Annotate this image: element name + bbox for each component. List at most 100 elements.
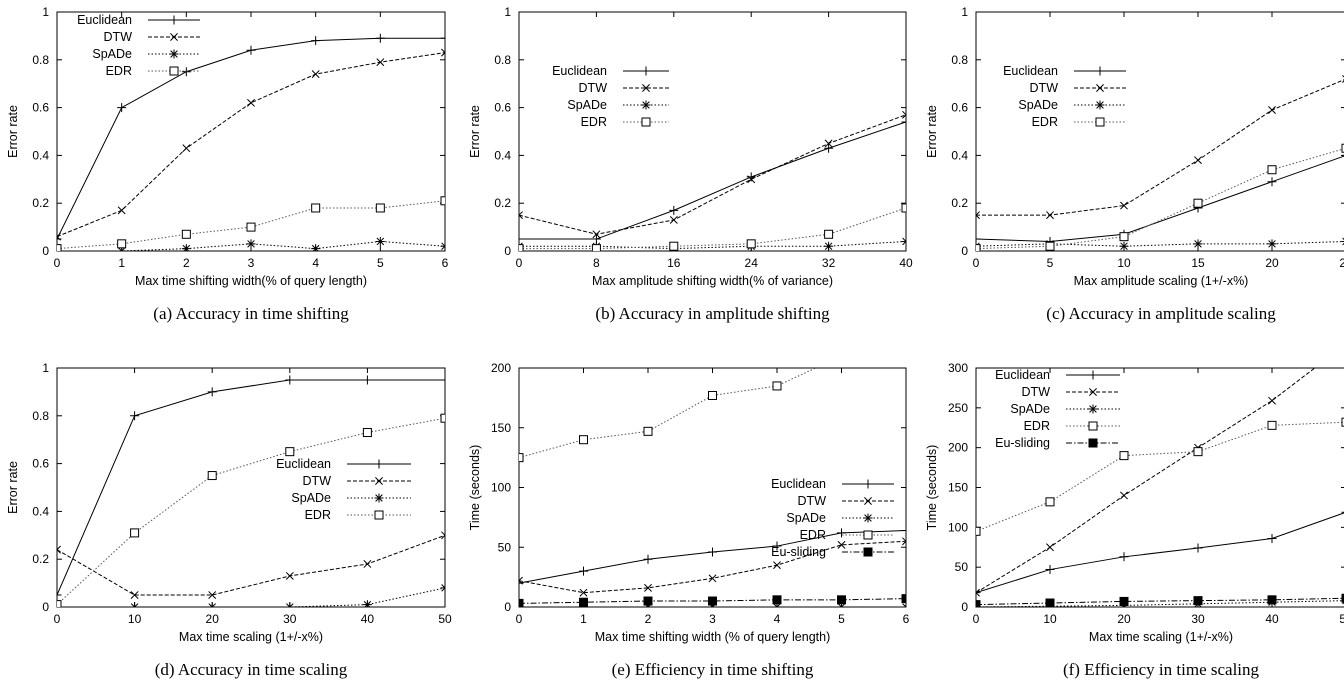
series-spade	[976, 237, 1344, 251]
series-line	[976, 421, 1344, 532]
y-axis-label: Error rate	[6, 105, 20, 158]
legend-entry-edr: EDR	[305, 508, 411, 522]
x-tick-label: 24	[745, 256, 759, 270]
y-tick-label: 50	[955, 560, 969, 574]
y-tick-label: 0.2	[32, 196, 49, 210]
data-point	[824, 143, 834, 153]
series-line	[519, 114, 906, 235]
data-point	[519, 576, 523, 585]
data-point	[708, 390, 717, 400]
data-point	[901, 594, 906, 604]
legend-entry-spade: SpADe	[1010, 402, 1120, 416]
series-edr	[976, 143, 1344, 251]
data-point	[57, 232, 61, 241]
x-tick-label: 10	[128, 612, 142, 626]
chart-caption: (e) Efficiency in time shifting	[612, 660, 814, 679]
x-tick-label: 3	[709, 612, 716, 626]
series-dtw	[57, 531, 445, 600]
data-point	[1267, 420, 1277, 430]
legend-label: EDR	[800, 528, 826, 542]
data-point	[1119, 232, 1129, 242]
data-point	[1120, 201, 1128, 210]
legend-entry-spade: SpADe	[1018, 98, 1126, 112]
chart-caption: (a) Accuracy in time shifting	[153, 304, 349, 323]
y-tick-label: 0.6	[494, 101, 511, 115]
data-point	[1341, 593, 1344, 603]
legend-entry-dtw: DTW	[1022, 385, 1120, 399]
x-axis-label: Max time scaling (1+/-x%)	[179, 630, 323, 644]
legend-marker	[863, 530, 873, 540]
legend-label: SpADe	[1018, 98, 1058, 112]
y-tick-label: 0.8	[32, 53, 49, 67]
series-spade	[57, 583, 445, 607]
y-tick-label: 0.4	[32, 148, 49, 162]
data-point	[208, 591, 217, 600]
data-point	[837, 595, 846, 605]
legend-label: Eu-sliding	[771, 545, 826, 559]
data-point	[837, 540, 846, 549]
data-point	[285, 375, 295, 385]
data-point	[1193, 447, 1203, 457]
y-axis-label: Error rate	[6, 461, 20, 514]
y-tick-label: 200	[948, 441, 968, 455]
data-point	[901, 236, 906, 246]
series-line	[519, 207, 906, 250]
legend-entry-edr: EDR	[1024, 419, 1120, 433]
legend-entry-edr: EDR	[800, 528, 894, 542]
data-point	[976, 588, 981, 598]
data-point	[1045, 241, 1055, 251]
series-line	[57, 379, 445, 596]
x-tick-label: 5	[1047, 256, 1054, 270]
plot-area	[519, 368, 906, 607]
plot-area	[976, 74, 1344, 251]
data-point	[1268, 106, 1276, 114]
chart-caption: (f) Efficiency in time scaling	[1063, 660, 1260, 679]
x-tick-label: 2	[645, 612, 652, 626]
data-point	[1045, 497, 1055, 507]
data-point	[976, 234, 981, 244]
legend-label: DTW	[798, 494, 827, 508]
data-point	[519, 244, 524, 251]
data-point	[130, 591, 139, 600]
x-tick-label: 50	[438, 612, 452, 626]
data-point	[1341, 417, 1344, 427]
data-point	[117, 206, 126, 215]
data-point	[976, 211, 980, 220]
data-point	[1267, 533, 1277, 543]
legend-marker	[170, 33, 178, 41]
legend-entry-spade: SpADe	[291, 491, 411, 505]
data-point	[181, 244, 191, 251]
legend-marker	[169, 66, 179, 76]
series-line	[976, 600, 1344, 607]
data-point	[772, 541, 782, 551]
legend-entry-dtw: DTW	[579, 81, 669, 95]
data-point	[130, 602, 140, 607]
data-point	[311, 203, 321, 213]
data-point	[285, 447, 295, 457]
x-tick-label: 16	[667, 256, 681, 270]
x-tick-label: 50	[1339, 612, 1344, 626]
x-tick-label: 6	[442, 256, 449, 270]
y-tick-label: 0	[504, 244, 511, 258]
data-point	[1119, 451, 1129, 461]
data-point	[519, 234, 524, 244]
data-point	[246, 239, 256, 249]
data-point	[363, 560, 372, 568]
legend-label: DTW	[104, 30, 133, 44]
data-point	[207, 602, 217, 607]
data-point	[669, 241, 679, 251]
data-point	[901, 203, 906, 213]
data-point	[1193, 239, 1203, 249]
y-axis-label: Error rate	[468, 105, 482, 158]
legend-marker	[641, 66, 651, 76]
legend-marker	[1095, 117, 1105, 127]
legend-entry-dtw: DTW	[1030, 81, 1126, 95]
data-point	[441, 48, 445, 57]
legend-marker	[169, 49, 179, 59]
series-eu-sliding	[976, 593, 1344, 607]
data-point	[362, 428, 372, 438]
chart-f: 0 50 100 150 200 250 300 0 10 20 30 40 50 Max time sc…	[925, 361, 1344, 679]
legend-entry-dtw: DTW	[798, 494, 894, 508]
legend-entry-euclidean: Euclidean	[995, 368, 1120, 382]
